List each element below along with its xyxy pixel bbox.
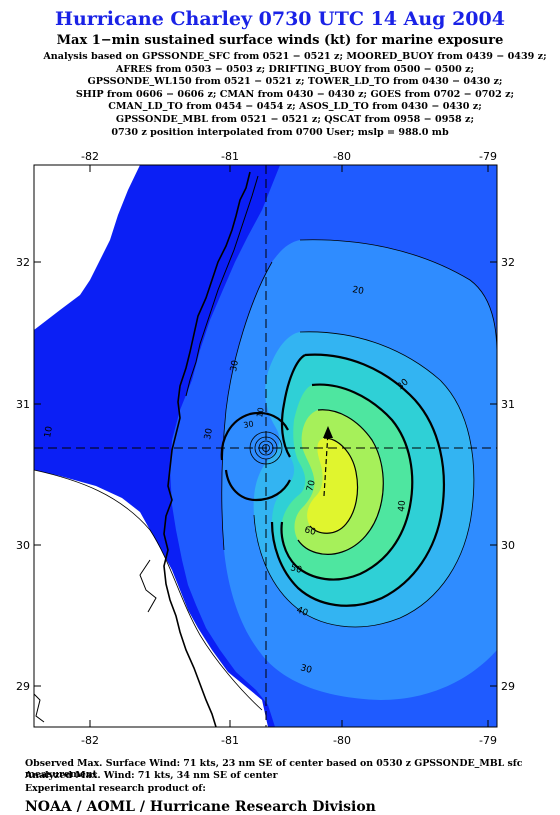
lat-tick-label: 29 xyxy=(16,680,30,693)
contour-20 xyxy=(299,239,497,361)
map-field: 10 20 30 30 30 40 40 50 60 70 10 30 30 xyxy=(34,165,497,727)
contour-40-outer xyxy=(220,411,289,461)
contour-50-outer xyxy=(224,469,291,502)
analysis-line: GPSSONDE_MBL from 0521 − 0521 z; QSCAT f… xyxy=(115,113,475,125)
wind-band-70 xyxy=(307,438,358,534)
lon-tick-label: -82 xyxy=(81,150,99,163)
analysis-line: CMAN_LD_TO from 0454 − 0454 z; ASOS_LD_T… xyxy=(108,101,482,113)
map-subtitle: Max 1−min sustained surface winds (kt) f… xyxy=(56,33,504,48)
analysis-line: GPSSONDE_WL150 from 0521 − 0521 z; TOWER… xyxy=(87,76,503,88)
coastline-islands xyxy=(34,175,259,723)
contour-label: 10 xyxy=(255,407,266,419)
lon-tick-label: -82 xyxy=(81,734,99,747)
map-frame xyxy=(33,164,498,728)
lat-tick-label: 30 xyxy=(501,539,515,552)
experimental-note: Experimental research product of: xyxy=(25,783,206,794)
analysis-sources: Analysis based on GPSSONDE_SFC from 0521… xyxy=(30,51,560,127)
lat-tick-label: 31 xyxy=(16,398,30,411)
contour-lines xyxy=(34,239,497,711)
contour-50 xyxy=(280,383,414,581)
contour-label: 30 xyxy=(229,359,241,372)
contour-10 xyxy=(34,469,263,711)
contour-label: 30 xyxy=(299,663,313,676)
lon-tick-label: -79 xyxy=(479,734,497,747)
lat-tick-label: 29 xyxy=(501,680,515,693)
organization-name: NOAA / AOML / Hurricane Research Divisio… xyxy=(25,799,376,815)
lat-tick-label: 32 xyxy=(501,256,515,269)
lon-tick-label: -80 xyxy=(333,734,351,747)
contour-label: 70 xyxy=(305,479,318,493)
lon-ticks xyxy=(89,165,489,727)
lon-tick-label: -81 xyxy=(221,150,239,163)
lat-tick-label: 31 xyxy=(501,398,515,411)
lat-tick-label: 30 xyxy=(16,539,30,552)
contour-30 xyxy=(253,331,475,628)
contour-30-inner xyxy=(221,261,273,551)
contour-label: 40 xyxy=(295,605,309,618)
map-title: Hurricane Charley 0730 UTC 14 Aug 2004 xyxy=(55,8,505,30)
analyzed-max-wind: Analyzed Max. Wind: 71 kts, 34 nm SE of … xyxy=(25,770,278,781)
wind-analysis-map: 10 20 30 30 30 40 40 50 60 70 10 30 30 -… xyxy=(16,150,515,747)
analysis-line: SHIP from 0606 − 0606 z; CMAN from 0430 … xyxy=(75,88,515,100)
max-wind-arrow-head xyxy=(323,426,333,438)
observed-max-wind: Observed Max. Surface Wind: 71 kts, 23 n… xyxy=(25,758,523,780)
contour-40-arm xyxy=(280,354,306,458)
contour-label: 60 xyxy=(303,525,317,538)
position-note: 0730 z position interpolated from 0700 U… xyxy=(111,127,449,138)
contour-label: 30 xyxy=(203,427,215,440)
lat-ticks xyxy=(34,261,497,687)
analysis-line: Analysis based on GPSSONDE_SFC from 0521… xyxy=(43,51,547,62)
lon-tick-label: -81 xyxy=(221,734,239,747)
contour-40 xyxy=(270,353,445,607)
contour-60 xyxy=(297,409,384,555)
lon-tick-label: -80 xyxy=(333,150,351,163)
contour-label: 40 xyxy=(397,500,408,513)
analysis-line: AFRES from 0503 − 0503 z; DRIFTING_BUOY … xyxy=(115,63,475,75)
max-wind-arrow xyxy=(323,431,329,497)
lon-tick-label: -79 xyxy=(479,150,497,163)
contour-label: 50 xyxy=(289,563,303,576)
lat-tick-label: 32 xyxy=(16,256,30,269)
contour-label: 10 xyxy=(43,425,55,438)
contour-label: 30 xyxy=(243,419,255,430)
coastline xyxy=(163,171,251,727)
contour-label: 20 xyxy=(351,285,364,297)
